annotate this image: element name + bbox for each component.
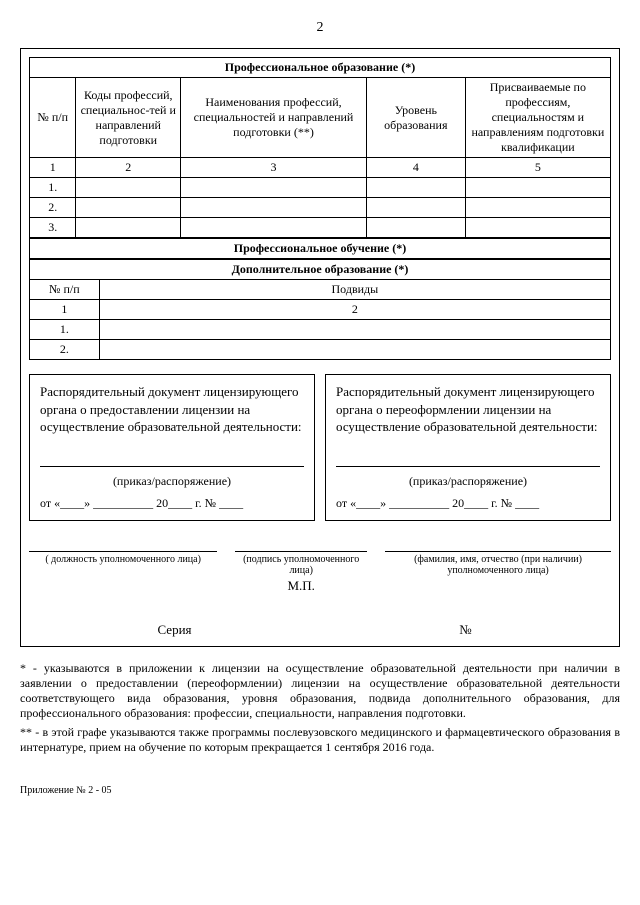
r2: 2. <box>30 198 76 218</box>
doc-box-right: Распорядительный документ лицензирующего… <box>325 374 611 521</box>
h-col3: Наименования профессий, специальностей и… <box>181 78 367 158</box>
n4: 4 <box>366 158 465 178</box>
s3-r1: 1. <box>30 320 100 340</box>
doc-left-date: от «____» __________ 20____ г. № ____ <box>40 495 304 511</box>
footnotes: * - указываются в приложении к лицензии … <box>20 661 620 755</box>
footnote-2: ** - в этой графе указываются также прог… <box>20 725 620 755</box>
s3-h2: Подвиды <box>99 280 610 300</box>
n5: 5 <box>465 158 610 178</box>
section1-title: Профессиональное образование (*) <box>30 58 611 78</box>
additional-education-table: Дополнительное образование (*) № п/п Под… <box>29 259 611 360</box>
section3-title: Дополнительное образование (*) <box>30 260 611 280</box>
sig-position: ( должность уполномоченного лица) <box>29 551 217 565</box>
h-col2: Коды профессий, специальнос-тей и направ… <box>76 78 181 158</box>
r3: 3. <box>30 218 76 238</box>
h-col4: Уровень образования <box>366 78 465 158</box>
r1: 1. <box>30 178 76 198</box>
section2-title: Профессиональное обучение (*) <box>30 239 611 259</box>
series-row: Серия № <box>29 622 611 638</box>
blank-line <box>40 454 304 467</box>
n3: 3 <box>181 158 367 178</box>
n2: 2 <box>76 158 181 178</box>
s3-r2: 2. <box>30 340 100 360</box>
footnote-1: * - указываются в приложении к лицензии … <box>20 661 620 721</box>
number-label: № <box>320 622 611 638</box>
doc-left-caption: (приказ/распоряжение) <box>40 473 304 489</box>
sig-name: (фамилия, имя, отчество (при наличии) уп… <box>385 551 611 576</box>
page-number: 2 <box>20 20 620 36</box>
blank-line <box>336 454 600 467</box>
doc-left-text: Распорядительный документ лицензирующего… <box>40 383 304 436</box>
s3-n2: 2 <box>99 300 610 320</box>
document-boxes: Распорядительный документ лицензирующего… <box>29 374 611 521</box>
series-label: Серия <box>29 622 320 638</box>
outer-frame: Профессиональное образование (*) № п/п К… <box>20 48 620 647</box>
h-col1: № п/п <box>30 78 76 158</box>
signature-row: ( должность уполномоченного лица) (подпи… <box>29 551 611 594</box>
doc-right-date: от «____» __________ 20____ г. № ____ <box>336 495 600 511</box>
n1: 1 <box>30 158 76 178</box>
prof-education-table: Профессиональное образование (*) № п/п К… <box>29 57 611 238</box>
s3-h1: № п/п <box>30 280 100 300</box>
sig-signature: (подпись уполномоченного лица) <box>235 551 367 576</box>
h-col5: Присваиваемые по профессиям, специальнос… <box>465 78 610 158</box>
doc-right-text: Распорядительный документ лицензирующего… <box>336 383 600 436</box>
app-footer: Приложение № 2 - 05 <box>20 785 620 796</box>
s3-n1: 1 <box>30 300 100 320</box>
doc-right-caption: (приказ/распоряжение) <box>336 473 600 489</box>
prof-training-table: Профессиональное обучение (*) <box>29 238 611 259</box>
sig-mp: М.П. <box>235 578 367 594</box>
doc-box-left: Распорядительный документ лицензирующего… <box>29 374 315 521</box>
